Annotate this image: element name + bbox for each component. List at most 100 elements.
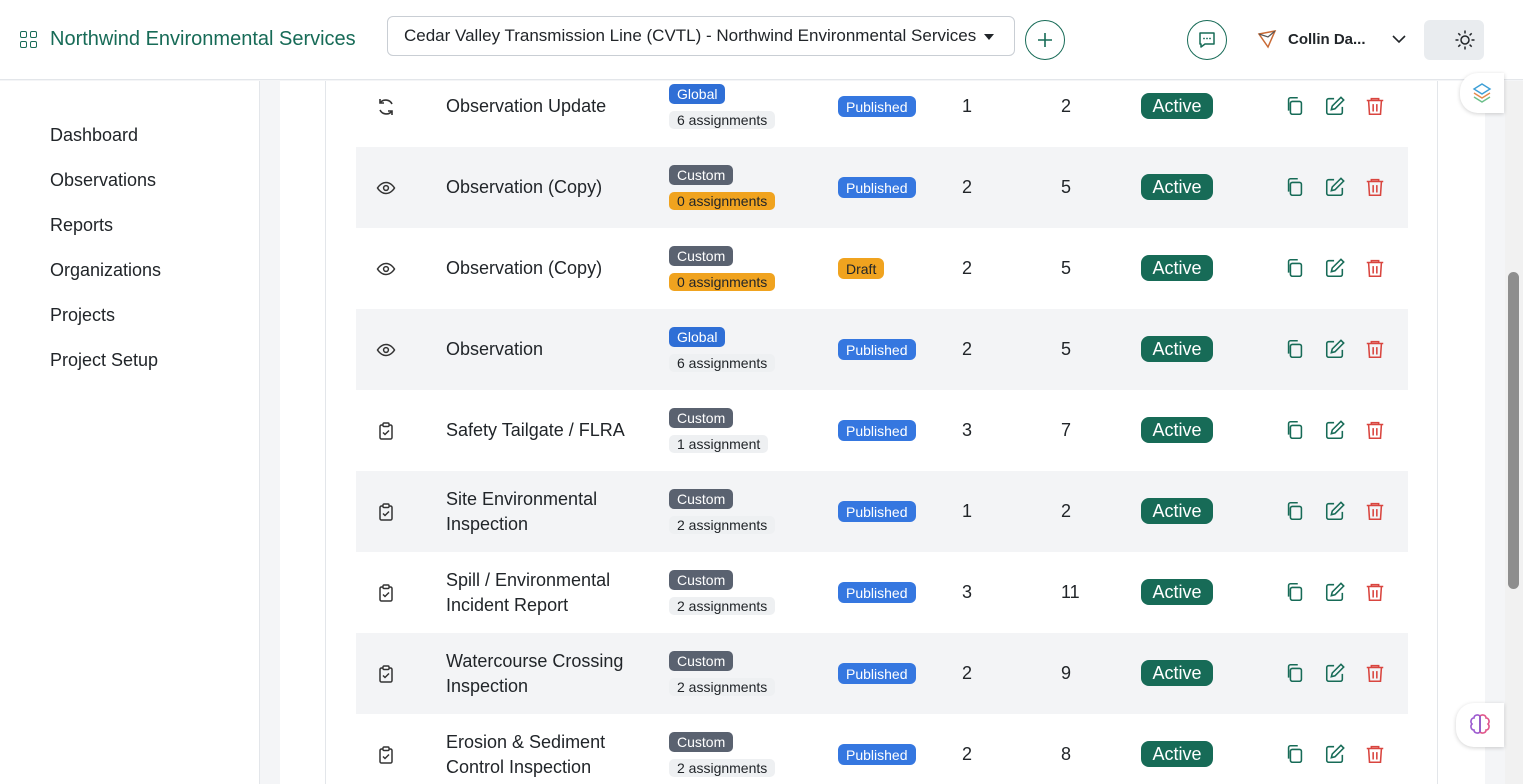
active-badge: Active xyxy=(1141,93,1213,119)
form-name: Erosion & Sediment Control Inspection xyxy=(446,731,606,777)
status-badge: Published xyxy=(838,501,916,522)
edit-icon[interactable] xyxy=(1324,418,1346,442)
active-badge: Active xyxy=(1141,660,1213,686)
delete-icon[interactable] xyxy=(1364,418,1386,442)
table-row[interactable]: Erosion & Sediment Control Inspection Cus… xyxy=(356,714,1408,784)
edit-icon[interactable] xyxy=(1324,337,1346,361)
assignments-pill[interactable]: 2 assignments xyxy=(669,678,776,696)
edit-icon[interactable] xyxy=(1324,742,1346,766)
active-badge: Active xyxy=(1141,174,1213,200)
status-badge: Published xyxy=(838,420,916,441)
copy-icon[interactable] xyxy=(1284,337,1306,361)
assignments-pill[interactable]: 6 assignments xyxy=(669,354,776,372)
edit-icon[interactable] xyxy=(1324,499,1346,523)
delete-icon[interactable] xyxy=(1364,94,1386,118)
fields-count: 5 xyxy=(1061,258,1072,278)
clipboard-check-icon xyxy=(379,503,393,521)
clipboard-check-icon xyxy=(379,746,393,764)
delete-icon[interactable] xyxy=(1364,580,1386,604)
copy-icon[interactable] xyxy=(1284,742,1306,766)
delete-icon[interactable] xyxy=(1364,661,1386,685)
table-row[interactable]: Site Environmental Inspection Custom 2 ass… xyxy=(356,471,1408,552)
clipboard-check-icon xyxy=(379,584,393,602)
table-row[interactable]: Observation Update Global 6 assignments Pub… xyxy=(356,66,1408,147)
status-badge: Published xyxy=(838,177,916,198)
sections-count: 2 xyxy=(962,177,973,197)
table-row[interactable]: Observation Global 6 assignments Published 2… xyxy=(356,309,1408,390)
delete-icon[interactable] xyxy=(1364,499,1386,523)
table-row[interactable]: Watercourse Crossing Inspection Custom 2 a… xyxy=(356,633,1408,714)
copy-icon[interactable] xyxy=(1284,175,1306,199)
eye-icon xyxy=(376,262,396,276)
sidebar-item-reports[interactable]: Reports xyxy=(50,215,114,235)
fields-count: 5 xyxy=(1061,177,1072,197)
copy-icon[interactable] xyxy=(1284,94,1306,118)
sections-count: 1 xyxy=(962,96,973,116)
copy-icon[interactable] xyxy=(1284,499,1306,523)
layers-icon xyxy=(1472,83,1492,103)
ai-assistant-button[interactable] xyxy=(1456,703,1504,747)
scope-badge: Custom xyxy=(669,651,734,671)
scope-badge: Global xyxy=(669,84,726,104)
sidebar: Dashboard Observations Reports Organizat… xyxy=(0,81,260,784)
assignments-pill[interactable]: 6 assignments xyxy=(669,111,776,129)
assignments-pill[interactable]: 0 assignments xyxy=(669,192,776,210)
table-row[interactable]: Observation (Copy) Custom 0 assignments Dra… xyxy=(356,228,1408,309)
sidebar-item-observations[interactable]: Observations xyxy=(50,170,157,190)
sidebar-item-organizations[interactable]: Organizations xyxy=(50,260,162,280)
active-badge: Active xyxy=(1141,417,1213,443)
scope-badge: Custom xyxy=(669,732,734,752)
chat-button[interactable] xyxy=(1187,20,1227,60)
theme-toggle-button[interactable] xyxy=(1424,20,1484,60)
brand[interactable]: Northwind Environmental Services xyxy=(20,28,356,51)
assignments-pill[interactable]: 2 assignments xyxy=(669,597,776,615)
floating-widget-button[interactable] xyxy=(1460,73,1504,113)
form-name: Watercourse Crossing Inspection xyxy=(446,650,624,696)
project-select[interactable]: Cedar Valley Transmission Line (CVTL) - … xyxy=(387,16,1015,56)
scope-badge: Global xyxy=(669,327,726,347)
sidebar-item-project-setup[interactable]: Project Setup xyxy=(50,350,159,370)
copy-icon[interactable] xyxy=(1284,418,1306,442)
user-menu[interactable]: Collin Da... xyxy=(1256,28,1408,50)
sections-count: 3 xyxy=(962,582,973,602)
form-name: Observation (Copy) xyxy=(446,258,603,278)
form-name: Observation Update xyxy=(446,96,607,116)
status-badge: Published xyxy=(838,582,916,603)
sections-count: 1 xyxy=(962,501,973,521)
scrollbar-thumb[interactable] xyxy=(1508,272,1519,589)
sections-count: 2 xyxy=(962,744,973,764)
active-badge: Active xyxy=(1141,255,1213,281)
fields-count: 2 xyxy=(1061,96,1072,116)
edit-icon[interactable] xyxy=(1324,661,1346,685)
sidebar-item-dashboard[interactable]: Dashboard xyxy=(50,125,139,145)
edit-icon[interactable] xyxy=(1324,580,1346,604)
delete-icon[interactable] xyxy=(1364,175,1386,199)
table-row[interactable]: Observation (Copy) Custom 0 assignments Pub… xyxy=(356,147,1408,228)
delete-icon[interactable] xyxy=(1364,337,1386,361)
fields-count: 2 xyxy=(1061,501,1072,521)
copy-icon[interactable] xyxy=(1284,256,1306,280)
copy-icon[interactable] xyxy=(1284,580,1306,604)
edit-icon[interactable] xyxy=(1324,175,1346,199)
organization-logo-icon xyxy=(1257,30,1277,49)
assignments-pill[interactable]: 2 assignments xyxy=(669,516,776,534)
sidebar-item-projects[interactable]: Projects xyxy=(50,305,116,325)
assignments-pill[interactable]: 0 assignments xyxy=(669,273,776,291)
table-row[interactable]: Spill / Environmental Incident Report Cus… xyxy=(356,552,1408,633)
apps-grid-icon xyxy=(20,30,38,49)
status-badge: Published xyxy=(838,744,916,765)
edit-icon[interactable] xyxy=(1324,94,1346,118)
add-button[interactable] xyxy=(1025,20,1065,60)
table-container xyxy=(325,81,1438,784)
active-badge: Active xyxy=(1141,741,1213,767)
assignments-pill[interactable]: 1 assignment xyxy=(669,435,769,453)
edit-icon[interactable] xyxy=(1324,256,1346,280)
status-badge: Published xyxy=(838,339,916,360)
delete-icon[interactable] xyxy=(1364,742,1386,766)
active-badge: Active xyxy=(1141,498,1213,524)
copy-icon[interactable] xyxy=(1284,661,1306,685)
sun-icon xyxy=(1455,30,1475,50)
assignments-pill[interactable]: 2 assignments xyxy=(669,759,776,777)
delete-icon[interactable] xyxy=(1364,256,1386,280)
table-row[interactable]: Safety Tailgate / FLRA Custom 1 assignment… xyxy=(356,390,1408,471)
